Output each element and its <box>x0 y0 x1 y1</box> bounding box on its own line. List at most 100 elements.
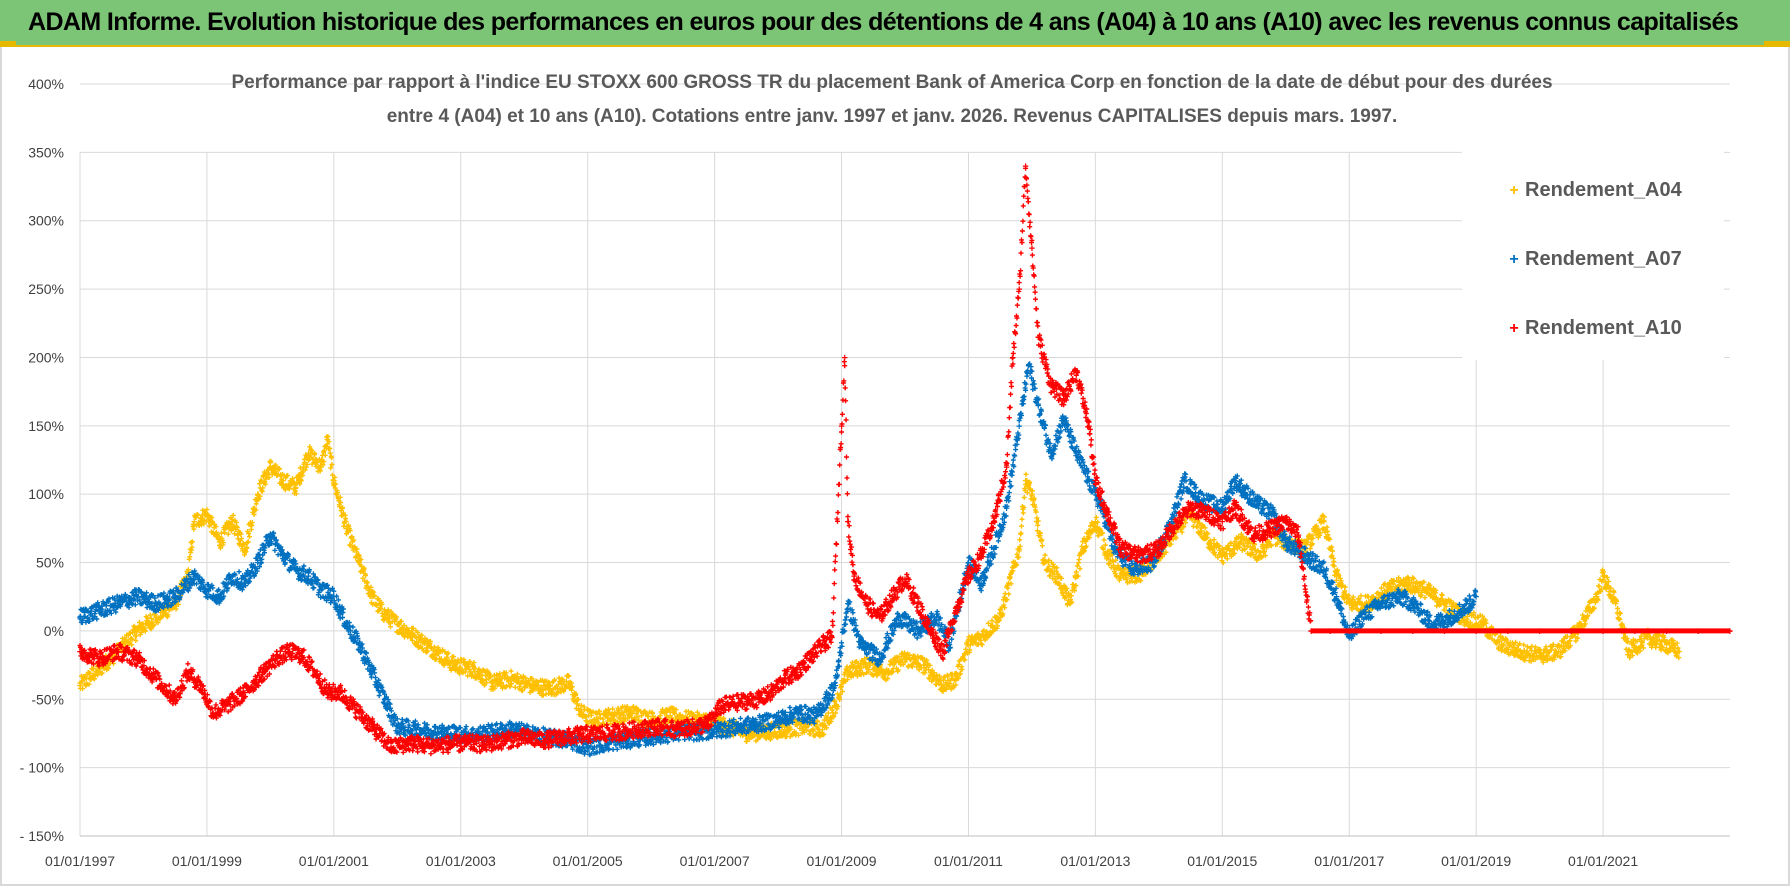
data-point: + <box>96 653 102 665</box>
y-tick-label: 100% <box>28 486 64 502</box>
data-point: + <box>902 574 908 586</box>
data-point: + <box>1441 599 1447 611</box>
y-tick-label: 300% <box>28 213 64 229</box>
data-point: + <box>470 664 476 676</box>
data-point: + <box>1048 380 1054 392</box>
data-point: + <box>654 722 660 734</box>
data-point: + <box>1473 592 1479 604</box>
data-points: + + + + + + + + + + + + + + + + + + + + + + + + + + + + + + + + + + + + + + + +… <box>77 161 1733 758</box>
data-point: + <box>1663 640 1669 652</box>
y-tick-label: 400% <box>28 76 64 92</box>
data-point: + <box>851 571 857 583</box>
data-point: + <box>1029 243 1035 255</box>
series-rendement-a04: ++++++++++++++++++++++++++++ ++ ++ + +++ + ++ +… <box>77 434 1682 745</box>
chart-title-line-2: entre 4 (A04) et 10 ans (A10). Cotations… <box>387 106 1398 127</box>
y-axis-ticks: 400% 350% 300% 250% 200% 150% 100% 50% 0% -50% - 1… <box>20 76 64 844</box>
data-point: + <box>413 633 419 645</box>
data-point: + <box>1200 496 1206 508</box>
data-point: + <box>1003 503 1009 515</box>
chart-title-line-1: Performance par rapport à l'indice EU ST… <box>231 72 1552 93</box>
series-rendement-a10: + + + + + + + + + + + + + + + + + + + + + + + + + + + + + + + + + + + + + + + +… <box>77 161 1733 757</box>
banner-accent-left <box>0 41 16 47</box>
data-point: + <box>185 571 191 583</box>
data-point: + <box>1359 612 1365 624</box>
x-tick-label: 01/01/2011 <box>934 853 1003 869</box>
x-tick-label: 01/01/2001 <box>299 853 369 869</box>
data-point: + <box>1022 476 1028 488</box>
data-point: + <box>254 558 260 570</box>
x-tick-label: 01/01/2019 <box>1441 853 1511 869</box>
banner-title: ADAM Informe. Evolution historique des p… <box>28 8 1739 36</box>
chart-title: Performance par rapport à l'indice EU ST… <box>231 72 1552 127</box>
x-tick-label: 01/01/2013 <box>1060 853 1130 869</box>
data-point: + <box>261 667 267 679</box>
legend-marker-a04: + <box>1509 182 1518 199</box>
data-point: + <box>274 653 280 665</box>
x-tick-label: 01/01/2017 <box>1314 853 1384 869</box>
banner-accent-right <box>1764 41 1790 47</box>
data-point: + <box>191 571 197 583</box>
data-point: + <box>1156 544 1162 556</box>
banner: ADAM Informe. Evolution historique des p… <box>0 0 1790 47</box>
point-cloud <box>77 165 1732 757</box>
data-point: + <box>857 640 863 652</box>
y-tick-label: - 150% <box>20 828 64 844</box>
x-tick-label: 01/01/1999 <box>172 853 242 869</box>
data-point: + <box>1232 503 1238 515</box>
x-tick-label: 01/01/2021 <box>1568 853 1638 869</box>
data-point: + <box>1333 571 1339 583</box>
data-point: + <box>1302 551 1308 563</box>
y-tick-label: 50% <box>36 555 64 571</box>
x-tick-label: 01/01/1997 <box>45 853 115 869</box>
data-point: + <box>540 735 546 747</box>
data-point: + <box>1219 517 1225 529</box>
point-cloud <box>77 361 1479 758</box>
data-point: + <box>1206 510 1212 522</box>
y-tick-label: 350% <box>28 144 64 160</box>
legend-marker-a07: + <box>1509 251 1518 268</box>
data-point: + <box>1016 421 1022 433</box>
data-point: + <box>369 592 375 604</box>
data-point: + <box>838 421 844 433</box>
data-point: + <box>242 687 248 699</box>
x-tick-label: 01/01/2003 <box>426 853 496 869</box>
data-point: + <box>1283 537 1289 549</box>
x-axis-ticks: 01/01/1997 01/01/1999 01/01/2001 01/01/2003… <box>45 853 1638 869</box>
x-tick-label: 01/01/2009 <box>806 853 876 869</box>
data-point: + <box>1283 537 1289 549</box>
data-point: + <box>229 517 235 529</box>
data-point: + <box>337 687 343 699</box>
data-point: + <box>841 352 847 364</box>
legend-label-a04: Rendement_A04 <box>1525 179 1683 201</box>
y-tick-label: 150% <box>28 418 64 434</box>
data-point: + <box>1613 599 1619 611</box>
legend-marker-a10: + <box>1509 320 1518 337</box>
data-point: + <box>432 646 438 658</box>
legend-label-a10: Rendement_A10 <box>1525 317 1682 339</box>
x-tick-label: 01/01/2015 <box>1187 853 1257 869</box>
legend-label-a07: Rendement_A07 <box>1525 248 1682 270</box>
data-point: + <box>1149 558 1155 570</box>
y-tick-label: 200% <box>28 349 64 365</box>
data-point: + <box>1003 462 1009 474</box>
data-point: + <box>356 558 362 570</box>
data-point: + <box>914 626 920 638</box>
legend-box <box>1462 150 1724 360</box>
data-point: + <box>1397 592 1403 604</box>
data-point: + <box>597 728 603 740</box>
data-point: + <box>794 667 800 679</box>
data-point: + <box>819 724 825 736</box>
data-point: + <box>451 728 457 740</box>
data-point: + <box>914 599 920 611</box>
y-tick-label: 0% <box>44 623 64 639</box>
data-point: + <box>343 523 349 535</box>
series-rendement-a07: +++++++++++++++++++++++ + + + + + + + + ++ + + + + + + +… <box>77 359 1479 758</box>
x-tick-label: 01/01/2007 <box>680 853 750 869</box>
x-tick-label: 01/01/2005 <box>553 853 623 869</box>
legend: + Rendement_A04 + Rendement_A07 + Rendem… <box>1462 150 1724 360</box>
data-point: + <box>305 571 311 583</box>
y-tick-label: -50% <box>31 691 64 707</box>
y-tick-label: - 100% <box>20 760 64 776</box>
data-point: + <box>1060 393 1066 405</box>
